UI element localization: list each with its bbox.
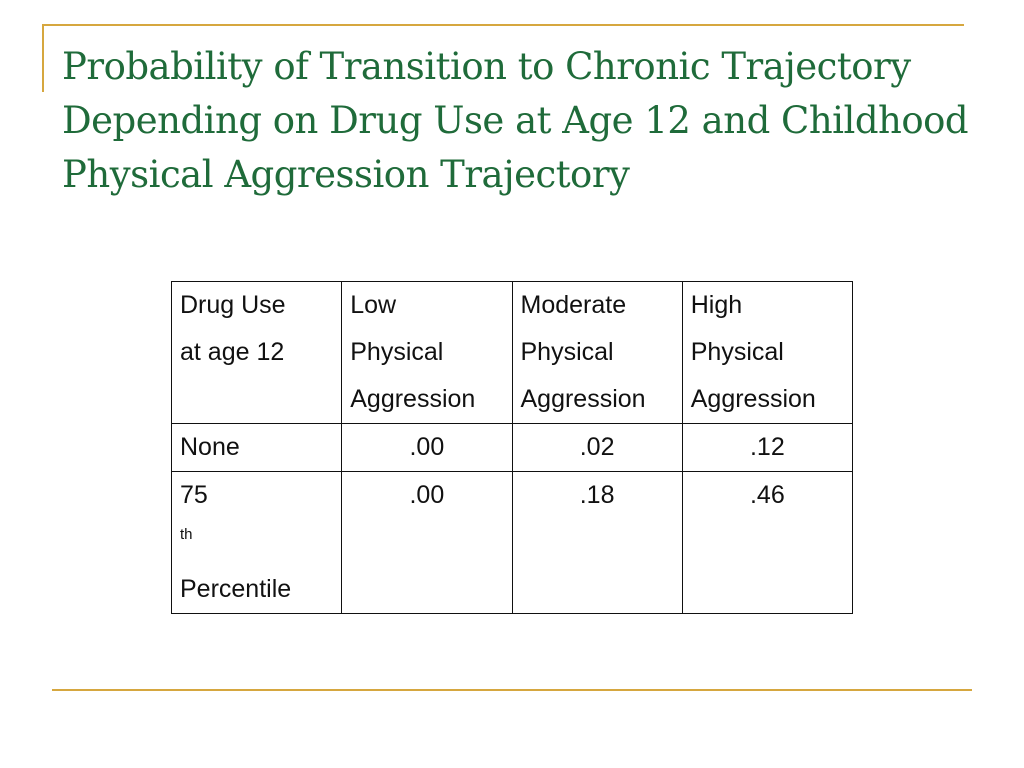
top-rule <box>42 24 964 26</box>
header-high-aggression: High Physical Aggression <box>681 281 854 424</box>
table-row: None .00 .02 .12 <box>170 423 854 472</box>
header-moderate-aggression: Moderate Physical Aggression <box>511 281 683 424</box>
cell-value: .12 <box>681 423 854 472</box>
cell-value: .00 <box>341 423 513 472</box>
title-line: Probability of Transition to Chronic Tra… <box>62 45 911 88</box>
slide-title: Probability of Transition to Chronic Tra… <box>62 40 1002 202</box>
cell-value: .00 <box>341 471 513 614</box>
bottom-rule <box>52 689 972 691</box>
header-low-aggression: Low Physical Aggression <box>341 281 513 424</box>
cell-value: .02 <box>511 423 683 472</box>
row-label-none: None <box>170 423 343 472</box>
title-line: Physical Aggression Trajectory <box>62 153 630 196</box>
probability-table: Drug Use at age 12 Low Physical Aggressi… <box>170 281 854 614</box>
header-drug-use: Drug Use at age 12 <box>170 281 343 424</box>
cell-value: .18 <box>511 471 683 614</box>
title-line: Depending on Drug Use at Age 12 and Chil… <box>62 99 969 142</box>
cell-value: .46 <box>681 471 854 614</box>
left-accent-rule <box>42 24 44 92</box>
table-header-row: Drug Use at age 12 Low Physical Aggressi… <box>170 281 854 424</box>
